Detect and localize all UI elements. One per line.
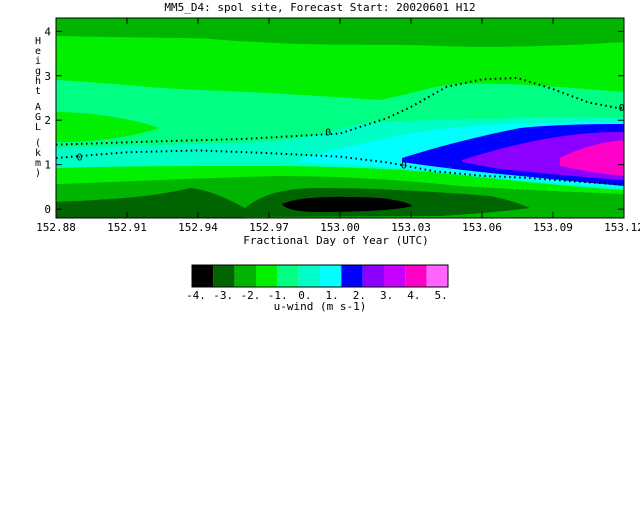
x-tick-label: 153.00 — [320, 221, 360, 234]
y-axis-label-char: G — [35, 112, 41, 123]
y-axis-label-char: t — [35, 86, 41, 97]
x-tick-label: 153.06 — [462, 221, 502, 234]
x-tick-label: 152.97 — [249, 221, 289, 234]
colorbar-swatch — [234, 265, 256, 287]
y-tick-label: 1 — [44, 159, 51, 172]
y-axis-label-char: g — [35, 66, 41, 77]
y-axis-label-char: H — [35, 36, 41, 47]
y-axis-ticks: 0 1 2 3 4 — [44, 25, 624, 216]
x-tick-label: 153.09 — [533, 221, 573, 234]
x-tick-label: 152.94 — [178, 221, 218, 234]
x-tick-label: 153.12 — [604, 221, 640, 234]
field-region-magenta — [560, 140, 624, 176]
contour-label-upper-mid: 0 — [325, 128, 331, 139]
colorbar-swatch — [405, 265, 427, 287]
x-tick-label: 153.03 — [391, 221, 431, 234]
colorbar-frame — [191, 264, 449, 288]
y-axis-label-char: k — [35, 148, 41, 159]
colorbar-label: u-wind (m s-1) — [274, 300, 367, 313]
colorbar-swatch — [256, 265, 278, 287]
field-region-black-core — [282, 196, 412, 212]
field-region-top-darker — [200, 30, 624, 45]
y-axis-label-char: e — [35, 46, 41, 57]
y-axis-label-char: i — [35, 56, 41, 67]
contour-label-upper-right: 0 — [619, 103, 625, 114]
colorbar-tick-label: -1. — [268, 289, 288, 302]
y-axis-label-char: ( — [35, 138, 41, 149]
colorbar-swatch — [277, 265, 299, 287]
y-tick-label: 3 — [44, 70, 51, 83]
colorbar-swatch — [192, 265, 214, 287]
colorbar-swatch — [384, 265, 406, 287]
colorbar-swatch — [426, 265, 448, 287]
colorbar-tick-label: 5. — [434, 289, 447, 302]
zero-contour-upper — [56, 76, 624, 146]
zero-contour-lower — [56, 149, 624, 186]
colorbar-swatch — [298, 265, 320, 287]
contour-label-lower-mid: 0 — [401, 161, 407, 172]
colorbar-tick-label: 1. — [326, 289, 339, 302]
colorbar-tick-label: 0. — [298, 289, 311, 302]
x-tick-label: 152.91 — [107, 221, 147, 234]
field-region-left-lobe — [56, 112, 160, 142]
contour-label-lower-left: 0 — [77, 153, 83, 164]
field-region-dark-lower — [150, 194, 244, 218]
y-tick-label: 2 — [44, 114, 51, 127]
colorbar-swatch — [320, 265, 342, 287]
wind-field — [56, 18, 624, 218]
colorbar-swatch — [362, 265, 384, 287]
colorbar-tick-label: 3. — [380, 289, 393, 302]
y-axis-label-char: A — [35, 102, 41, 113]
x-axis-label: Fractional Day of Year (UTC) — [243, 234, 428, 247]
colorbar-tick-label: 4. — [407, 289, 420, 302]
colorbar: -4. -3. -2. -1. 0. 1. 2. 3. 4. 5. — [186, 264, 449, 302]
y-axis-label-char: L — [35, 122, 41, 133]
x-tick-label: 152.88 — [36, 221, 76, 234]
y-axis-label-char: m — [35, 158, 41, 169]
colorbar-tick-label: -2. — [241, 289, 261, 302]
y-tick-label: 4 — [44, 25, 51, 38]
colorbar-tick-label: 2. — [353, 289, 366, 302]
colorbar-tick-label: -4. — [186, 289, 206, 302]
colorbar-swatch — [213, 265, 235, 287]
colorbar-swatch — [341, 265, 363, 287]
y-axis-label-char: h — [35, 76, 41, 87]
chart-title: MM5_D4: spol site, Forecast Start: 20020… — [164, 1, 476, 14]
contour-labels: 0 0 0 0 — [77, 103, 625, 171]
x-axis-ticks: 152.88 152.91 152.94 152.97 153.00 153.03 153.… — [36, 18, 640, 234]
y-axis-label-char: ) — [35, 168, 41, 179]
y-tick-label: 0 — [44, 203, 51, 216]
colorbar-tick-label: -3. — [213, 289, 233, 302]
